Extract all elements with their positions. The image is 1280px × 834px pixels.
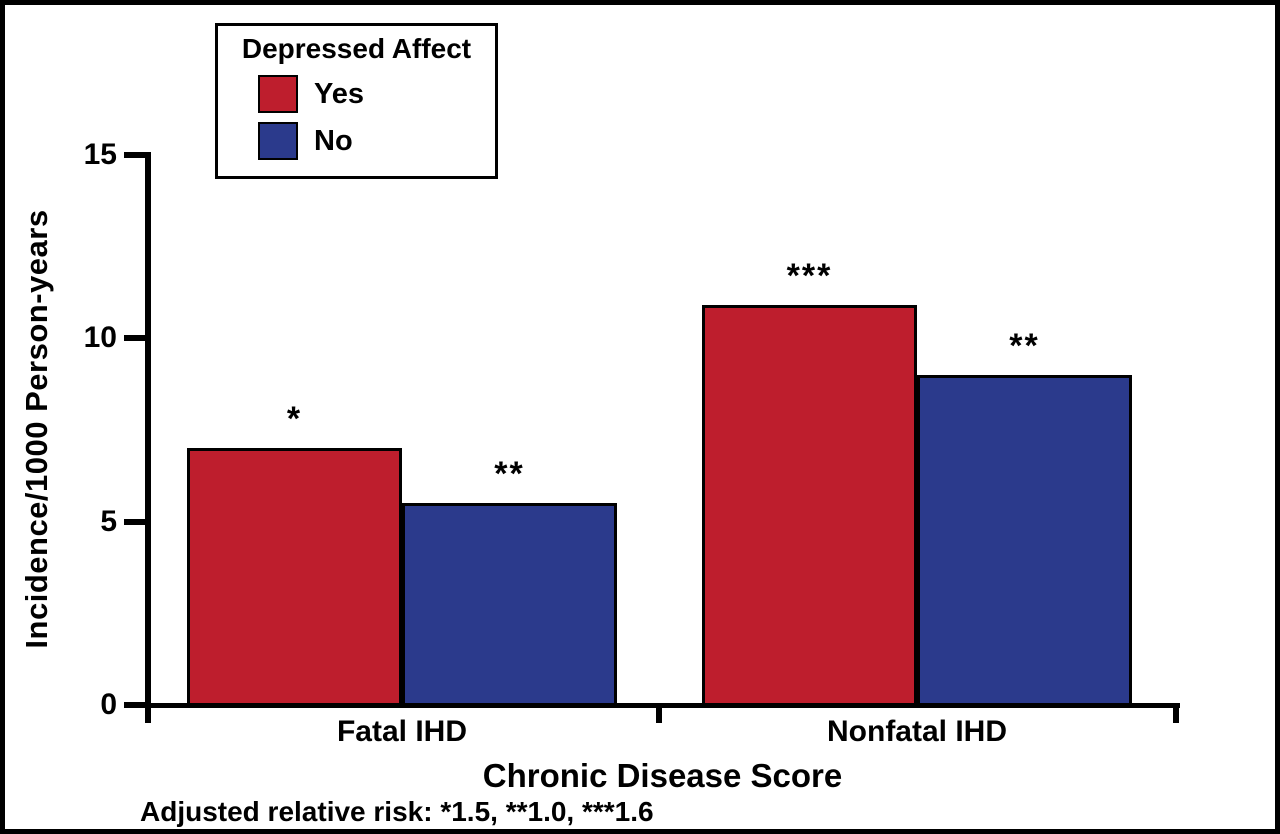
bar-no-1 [917, 375, 1132, 705]
y-axis-tick [124, 152, 145, 158]
legend-item-yes: Yes [258, 75, 364, 113]
category-label-0: Fatal IHD [336, 715, 468, 748]
x-axis-tick-1 [1173, 705, 1179, 723]
y-axis-tick-label: 5 [100, 504, 117, 538]
y-axis-tick-label: 0 [100, 688, 117, 721]
y-axis-tick-label: 10 [83, 321, 117, 355]
legend-label-yes: Yes [314, 77, 364, 110]
significance-marker: ** [1009, 327, 1040, 365]
x-axis-line [145, 703, 1180, 708]
x-axis-tick-0 [656, 705, 662, 723]
category-label-1: Nonfatal IHD [827, 715, 1007, 748]
significance-marker: ** [494, 455, 525, 494]
y-axis-tick-label: 15 [83, 138, 117, 171]
bar-no-0 [402, 503, 617, 705]
y-axis-spine [145, 152, 151, 723]
legend-item-no: No [258, 122, 353, 160]
y-axis-tick [124, 335, 145, 342]
y-axis-title: Incidence/1000 Person-years [19, 209, 54, 649]
legend-swatch-yes [258, 75, 298, 113]
significance-marker: * [286, 400, 303, 439]
y-axis-tick [124, 702, 145, 708]
legend: Depressed Affect Yes No [215, 23, 498, 179]
legend-swatch-no [258, 122, 298, 160]
significance-marker: *** [786, 257, 833, 296]
bar-yes-1 [702, 305, 917, 705]
legend-title: Depressed Affect [241, 33, 472, 64]
y-axis-tick [124, 518, 145, 525]
footnote: Adjusted relative risk: *1.5, **1.0, ***… [140, 796, 654, 827]
legend-label-no: No [314, 124, 353, 157]
bar-yes-0 [187, 448, 402, 705]
x-axis-title: Chronic Disease Score [482, 757, 843, 794]
